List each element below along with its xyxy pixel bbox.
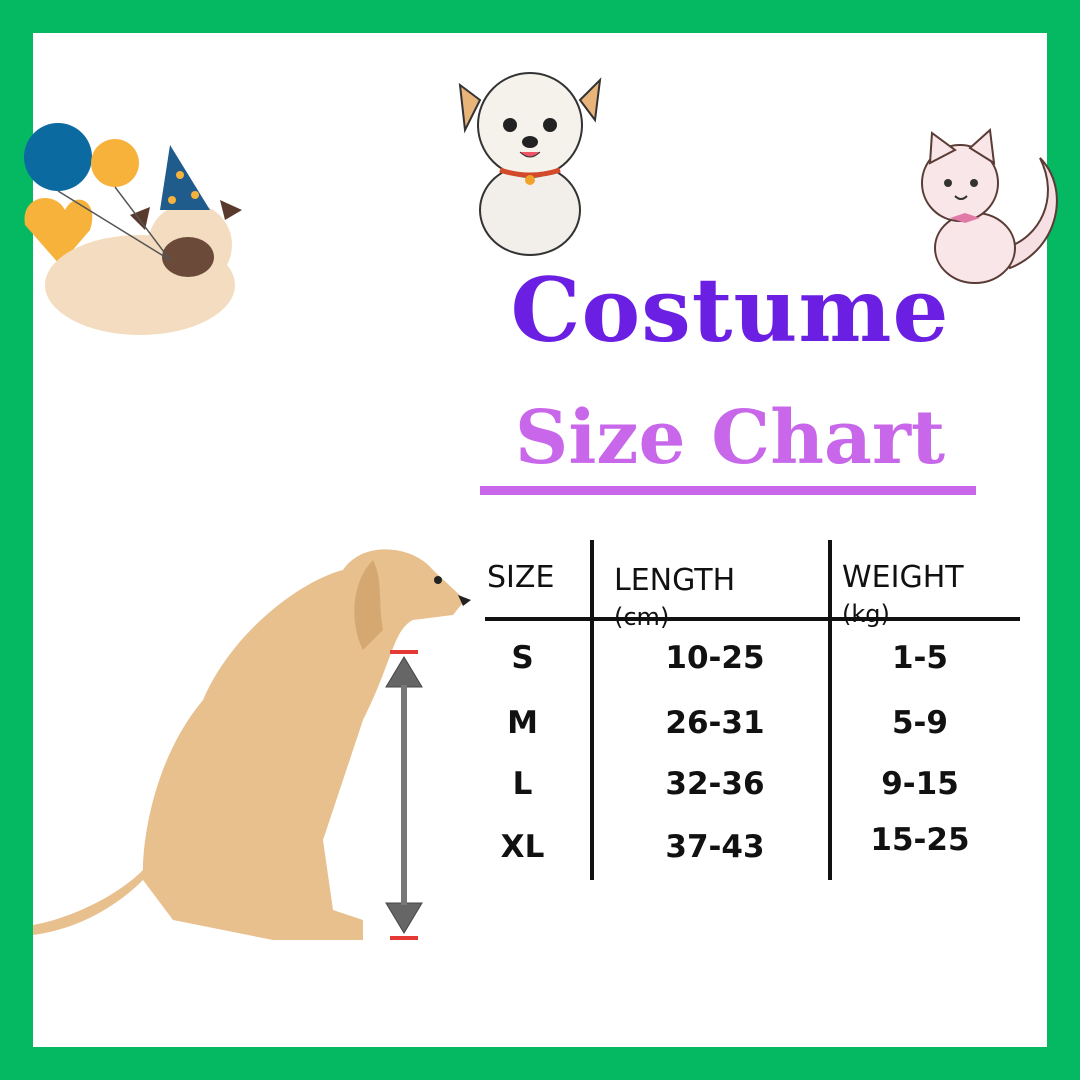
cell-size: XL (500, 829, 545, 865)
header-divider (485, 617, 1020, 621)
labrador-photo (33, 549, 471, 940)
header-weight: WEIGHT (kg) (842, 560, 964, 630)
column-divider (590, 540, 594, 880)
header-length-label: LENGTH (614, 563, 736, 598)
cell-weight: 5-9 (891, 705, 948, 741)
header-length: LENGTH (cm) (614, 563, 735, 633)
cell-length: 32-36 (665, 766, 765, 802)
header-weight-label: WEIGHT (842, 560, 964, 595)
header-size: SIZE (487, 560, 555, 595)
cell-length: 26-31 (665, 705, 765, 741)
cell-weight: 15-25 (870, 822, 970, 858)
cell-size: S (511, 640, 534, 676)
cell-length: 37-43 (665, 829, 765, 865)
cell-size: L (512, 766, 533, 802)
cell-weight: 1-5 (891, 640, 948, 676)
title-costume: Costume (510, 258, 950, 362)
puppy-illustration (458, 72, 602, 256)
cell-weight: 9-15 (881, 766, 959, 802)
header-weight-unit: (kg) (842, 600, 890, 628)
title-underline (480, 486, 976, 495)
cell-size: M (507, 705, 538, 741)
cell-length: 10-25 (665, 640, 765, 676)
title-size-chart: Size Chart (514, 395, 946, 481)
column-divider (828, 540, 832, 880)
kitten-illustration (921, 128, 1058, 284)
party-pug-illustration (24, 123, 242, 335)
measurement-arrow-icon (385, 650, 423, 940)
